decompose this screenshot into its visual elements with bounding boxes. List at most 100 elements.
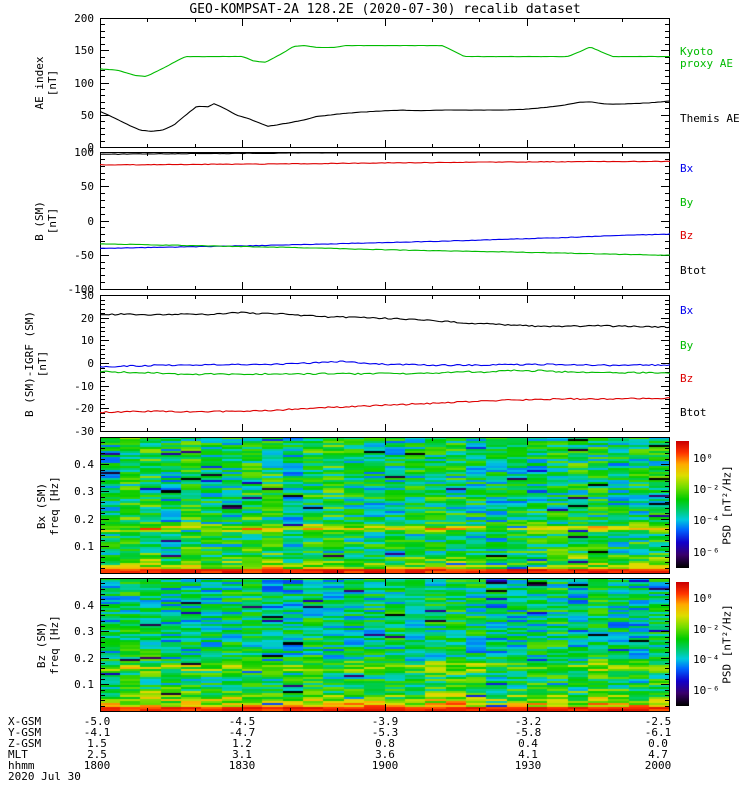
bottom-axis-row-label-mlt: MLT <box>8 748 28 761</box>
y-tick-label: 0 <box>87 141 94 154</box>
legend-bz: Bz <box>680 229 694 243</box>
bottom-axis-value: -3.9 <box>371 715 399 728</box>
y-tick-label: 50 <box>80 180 94 194</box>
spectrogram-bz-spectrogram <box>100 578 670 712</box>
colorbar-tick-label: 10⁰ <box>693 592 713 606</box>
y-tick-label: 0.4 <box>74 458 94 472</box>
bottom-axis-value: 3.6 <box>375 748 395 761</box>
series-btot <box>100 311 670 329</box>
series-bx <box>100 233 670 249</box>
legend-kyoto: Kyoto proxy AE <box>680 44 733 70</box>
bottom-axis-value: 4.1 <box>518 748 538 761</box>
y-tick-label: -50 <box>74 248 94 262</box>
legend-themis-ae: Themis AE <box>680 112 740 126</box>
bottom-axis-value: 0.0 <box>648 737 668 750</box>
y-tick-label: 150 <box>74 44 94 58</box>
colorbar-tick-label: 10⁻² <box>693 482 720 496</box>
bottom-axis-value: -5.8 <box>514 726 542 739</box>
bottom-axis-value: -2.5 <box>644 715 672 728</box>
y-tick-label: 20 <box>80 311 94 325</box>
legend-bz: Bz <box>680 371 694 385</box>
psd-colorbar-label: PSD [nT²/Hz] <box>720 464 734 545</box>
y-tick-label: -20 <box>74 402 94 416</box>
y-tick-label: 100 <box>74 76 94 90</box>
colorbar-tick-label: 10⁻² <box>693 622 720 636</box>
legend-btot: Btot <box>680 405 707 419</box>
y-tick-label: 50 <box>80 108 94 122</box>
bottom-axis-row-label-x-gsm: X-GSM <box>8 715 42 728</box>
bottom-axis-value: 1.2 <box>232 737 252 750</box>
series-bz <box>100 397 670 414</box>
y-tick-label: 0.2 <box>74 512 94 526</box>
y-tick-label: 100 <box>74 146 94 159</box>
bottom-axis-value: 2000 <box>644 759 672 772</box>
spectrogram-bx-spectrogram <box>100 437 670 574</box>
y-tick-label: 0 <box>87 214 94 228</box>
bottom-axis-value: 1930 <box>514 759 542 772</box>
bottom-axis-value: -5.3 <box>371 726 399 739</box>
panel-frame-bz-spectrogram <box>100 578 670 712</box>
bottom-axis-value: -4.7 <box>228 726 256 739</box>
y-tick-label: 0.1 <box>74 678 94 692</box>
legend-by: By <box>680 338 694 352</box>
psd-colorbar-label: PSD [nT²/Hz] <box>720 604 734 684</box>
legend-bx: Bx <box>680 304 694 318</box>
series-by <box>100 243 670 256</box>
y-tick-label: -100 <box>67 283 95 296</box>
legend-bx: Bx <box>680 161 694 175</box>
psd-colorbar <box>676 441 689 568</box>
axis-label-b-sm-igrf: B (SM)-IGRF (SM) [nT] <box>23 310 49 417</box>
y-tick-label: 0.4 <box>74 598 94 612</box>
bottom-axis-row-label-hhmm: hhmm <box>8 759 35 772</box>
bottom-axis-row-label-y-gsm: Y-GSM <box>8 726 42 739</box>
colorbar-tick-label: 10⁻⁶ <box>693 545 720 559</box>
series-bz <box>100 160 670 166</box>
axis-label-bz-spectrogram: Bz (SM) freq [Hz] <box>35 615 61 675</box>
date-label: 2020 Jul 30 <box>8 770 81 783</box>
legend-by: By <box>680 196 694 210</box>
y-tick-label: 0 <box>87 357 94 370</box>
bottom-axis-value: 1800 <box>83 759 111 772</box>
bottom-axis-value: -3.2 <box>514 715 542 728</box>
colorbar-tick-label: 10⁻⁴ <box>693 514 720 527</box>
bottom-axis-value: -6.1 <box>644 726 672 739</box>
bottom-axis-value: 2.5 <box>87 748 107 761</box>
axis-label-b-sm: B (SM) [nT] <box>33 201 59 241</box>
series-bx <box>100 360 670 368</box>
series-kyoto-proxy-ae <box>100 44 670 77</box>
panel-b-sm-igrf <box>100 295 670 432</box>
y-tick-label: 0.3 <box>74 625 94 639</box>
axis-label-bx-spectrogram: Bx (SM) freq [Hz] <box>35 475 61 536</box>
y-tick-label: 200 <box>74 12 94 25</box>
figure-title: GEO-KOMPSAT-2A 128.2E (2020-07-30) recal… <box>189 2 581 17</box>
y-tick-label: -30 <box>74 425 94 438</box>
bottom-axis-value: 0.4 <box>518 737 538 750</box>
bottom-axis-value: 1900 <box>371 759 399 772</box>
y-tick-label: 30 <box>80 289 94 302</box>
legend-btot: Btot <box>680 263 707 277</box>
panel-ae-index <box>100 18 670 148</box>
series-btot <box>100 152 670 155</box>
panel-frame-bx-spectrogram <box>100 437 670 574</box>
bottom-axis-value: 1.5 <box>87 737 107 750</box>
y-tick-label: 0.1 <box>74 539 94 553</box>
y-tick-label: 0.2 <box>74 651 94 665</box>
bottom-axis-value: 0.8 <box>375 737 395 750</box>
series-by <box>100 369 670 376</box>
y-tick-label: 10 <box>80 334 94 348</box>
y-tick-label: 0.3 <box>74 485 94 499</box>
bottom-axis-value: -4.1 <box>83 726 111 739</box>
axis-label-ae-index: AE index [nT] <box>33 56 59 110</box>
panel-b-sm <box>100 152 670 290</box>
colorbar-tick-label: 10⁻⁶ <box>693 684 720 698</box>
colorbar-tick-label: 10⁰ <box>693 451 713 465</box>
bottom-axis-value: 4.7 <box>648 748 668 761</box>
series-themis-ae <box>100 100 670 132</box>
bottom-axis-value: -5.0 <box>83 715 111 728</box>
psd-colorbar <box>676 582 689 706</box>
bottom-axis-value: 1830 <box>228 759 256 772</box>
bottom-axis-row-label-z-gsm: Z-GSM <box>8 737 42 750</box>
bottom-axis-value: 3.1 <box>232 748 252 761</box>
y-tick-label: -10 <box>74 379 94 393</box>
